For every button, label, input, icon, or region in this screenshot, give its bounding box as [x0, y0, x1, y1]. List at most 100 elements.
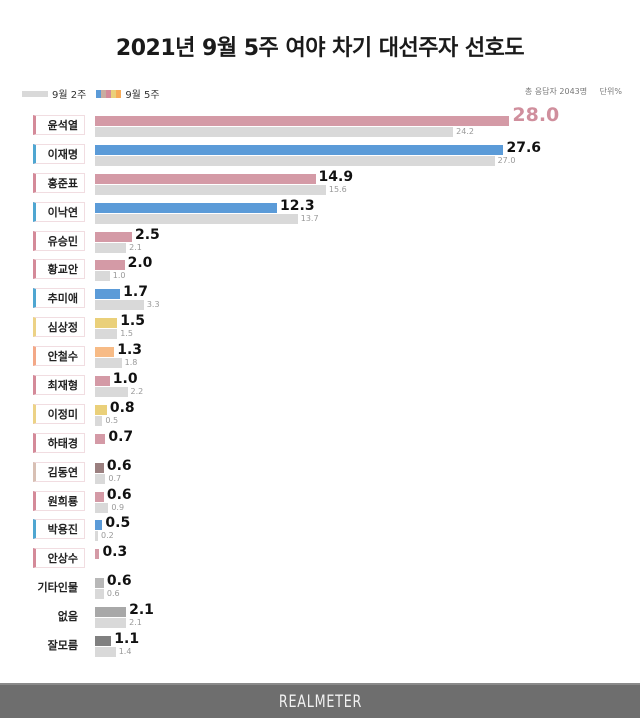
legend-label-now: 9월 5주: [125, 90, 160, 101]
bar-row: 안상수 0.3: [0, 544, 640, 574]
candidate-label: 없음: [33, 606, 85, 627]
candidate-label: 이낙연: [33, 201, 85, 222]
chart-title: 2021년 9월 5주 여야 차기 대선주자 선호도: [115, 36, 525, 61]
candidate-label: 심상정: [33, 317, 85, 338]
candidate-label: 윤석열: [33, 115, 85, 135]
bar-current-week: [95, 462, 104, 473]
bar-current-week: [95, 260, 125, 271]
bar-current-week: [95, 376, 110, 387]
value-current-week: 28.0: [512, 104, 560, 126]
chart-meta: 총 응답자 2043명 단위%: [525, 86, 622, 97]
bar-row: 윤석열 28.0 24.2: [0, 106, 640, 141]
candidate-label: 잘모름: [33, 635, 85, 656]
value-current-week: 0.6: [106, 457, 132, 474]
bar-row: 하태경 0.7: [0, 428, 640, 459]
value-previous-week: 1.8: [124, 358, 138, 368]
candidate-label: 이재명: [33, 143, 85, 164]
bar-previous-week: [95, 329, 118, 340]
bar-row: 박용진 0.5 0.2: [0, 515, 640, 545]
bar-current-week: [95, 144, 504, 155]
value-previous-week: 2.1: [129, 618, 142, 628]
candidate-label: 안철수: [33, 346, 85, 367]
legend: 9월 2주 9월 5주: [22, 86, 160, 101]
value-previous-week: 1.0: [112, 271, 126, 281]
bar-current-week: [95, 404, 107, 415]
bar-current-week: [95, 289, 121, 300]
candidate-label: 안상수: [33, 548, 85, 569]
value-current-week: 2.0: [127, 255, 153, 272]
candidate-label: 유승민: [33, 230, 85, 251]
value-current-week: 0.6: [106, 573, 132, 590]
bar-current-week: [95, 607, 127, 618]
bar-row: 김동연 0.6 0.7: [0, 457, 640, 488]
value-previous-week: 15.6: [328, 184, 347, 194]
value-previous-week: 0.2: [101, 531, 114, 541]
bar-row: 이정미 0.8 0.5: [0, 399, 640, 430]
bar-previous-week: [95, 415, 103, 426]
value-current-week: 1.3: [117, 342, 143, 359]
bar-current-week: [95, 347, 115, 358]
value-previous-week: 0.9: [111, 502, 125, 512]
value-current-week: 0.5: [105, 515, 131, 532]
legend-swatch-segment: [106, 89, 112, 98]
value-current-week: 2.5: [135, 226, 160, 243]
candidate-label: 기타인물: [33, 577, 85, 598]
value-current-week: 14.9: [318, 168, 354, 185]
value-previous-week: 3.3: [146, 300, 160, 310]
legend-swatch-segment: [96, 89, 102, 98]
bar-row: 유승민 2.5 2.1: [0, 226, 640, 257]
value-current-week: 0.8: [109, 399, 135, 416]
value-current-week: 27.6: [506, 139, 542, 156]
value-current-week: 1.0: [112, 371, 138, 388]
bar-row: 이재명 27.6 27.0: [0, 139, 640, 170]
legend-swatch-segment: [116, 89, 122, 98]
value-current-week: 12.3: [280, 197, 315, 214]
bar-row: 최재형 1.0 2.2: [0, 371, 640, 401]
bar-row: 심상정 1.5 1.5: [0, 313, 640, 343]
bar-previous-week: [95, 127, 454, 137]
candidate-label: 황교안: [33, 259, 85, 280]
bar-row: 이낙연 12.3 13.7: [0, 197, 640, 228]
value-previous-week: 24.2: [456, 127, 474, 136]
bar-previous-week: [95, 300, 144, 311]
candidate-label: 추미애: [33, 288, 85, 309]
legend-swatch-segment: [111, 89, 117, 98]
bar-row: 원희룡 0.6 0.9: [0, 487, 640, 517]
candidate-label: 원희룡: [33, 490, 85, 511]
bar-current-week: [95, 520, 103, 531]
bar-current-week: [95, 549, 100, 560]
value-current-week: 1.1: [114, 631, 140, 648]
brand-logo: REALMETER: [278, 691, 362, 712]
bar-row: 홍준표 14.9 15.6: [0, 168, 640, 199]
bar-previous-week: [95, 589, 104, 600]
bar-previous-week: [95, 531, 98, 542]
bar-row: 기타인물 0.6 0.6: [0, 573, 640, 603]
respondents-count: 총 응답자 2043명: [524, 87, 588, 96]
value-current-week: 1.5: [120, 313, 145, 330]
value-previous-week: 1.5: [120, 329, 133, 339]
value-previous-week: 0.7: [108, 473, 122, 483]
value-current-week: 0.3: [102, 544, 128, 561]
bar-current-week: [95, 202, 278, 213]
bar-previous-week: [95, 184, 326, 195]
bar-row: 잘모름 1.1 1.4: [0, 631, 640, 661]
bar-previous-week: [95, 155, 495, 166]
candidate-label: 홍준표: [33, 172, 85, 193]
bar-current-week: [95, 433, 106, 444]
bar-current-week: [95, 578, 104, 589]
bar-previous-week: [95, 242, 127, 253]
value-current-week: 0.7: [108, 428, 134, 445]
bar-previous-week: [95, 271, 110, 282]
bar-current-week: [95, 231, 132, 242]
value-previous-week: 27.0: [497, 155, 516, 165]
bar-row: 황교안 2.0 1.0: [0, 255, 640, 285]
bar-current-week: [95, 491, 104, 502]
bar-row: 없음 2.1 2.1: [0, 602, 640, 632]
bar-previous-week: [95, 213, 298, 224]
bar-current-week: [95, 318, 118, 329]
legend-swatch-segment: [101, 89, 107, 98]
value-previous-week: 0.5: [105, 415, 119, 425]
bar-previous-week: [95, 358, 122, 369]
candidate-label: 이정미: [33, 403, 85, 424]
candidate-label: 김동연: [33, 461, 85, 482]
